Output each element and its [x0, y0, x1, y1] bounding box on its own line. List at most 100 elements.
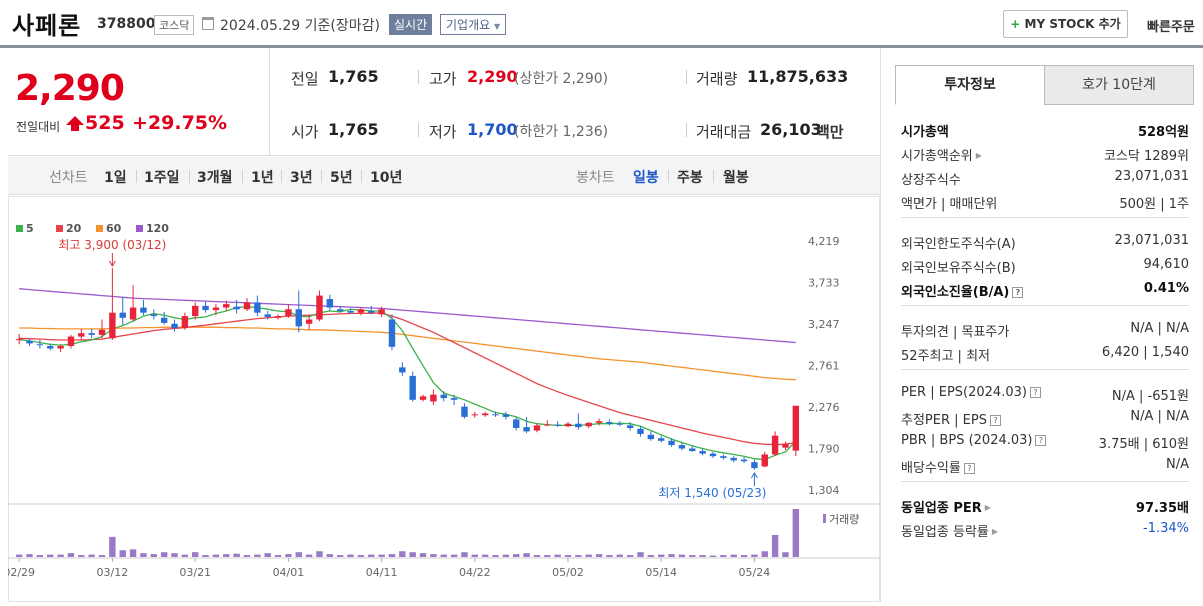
x-tick-label: 05/24: [739, 566, 771, 579]
candle-body: [668, 440, 675, 446]
x-tick-label: 03/12: [97, 566, 129, 579]
my-stock-add-button[interactable]: + MY STOCK 추가: [1003, 10, 1128, 38]
volume-legend-label: 거래량: [829, 513, 859, 526]
prev-close-value: 1,765: [328, 67, 379, 86]
period-1y[interactable]: 1년: [251, 170, 274, 186]
volume-bar: [378, 554, 385, 557]
period-3y[interactable]: 3년: [290, 170, 313, 186]
info-row: PER | EPS(2024.03)? N/A | -651원: [901, 381, 1189, 405]
candle-body: [782, 444, 789, 448]
min-annotation: 최저 1,540 (05/23): [658, 486, 766, 500]
candle-body: [305, 319, 313, 324]
caret-right-icon[interactable]: ▶: [984, 503, 991, 512]
help-icon[interactable]: ?: [1035, 435, 1047, 446]
period-1w[interactable]: 1주일: [144, 170, 180, 186]
help-icon[interactable]: ?: [1029, 387, 1041, 398]
realtime-button[interactable]: 실시간: [389, 14, 433, 35]
volume-bar: [254, 554, 261, 557]
ma5-line: [19, 306, 797, 461]
legend-label: 120: [146, 222, 169, 235]
x-tick-label: 03/21: [179, 566, 211, 579]
tab-invest-info[interactable]: 투자정보: [895, 65, 1045, 105]
info-row: 동일업종 PER ▶ 97.35배: [901, 493, 1189, 517]
y-tick-label: 1,790: [808, 443, 840, 456]
candle-monthly[interactable]: 월봉: [723, 170, 749, 186]
volume-bar: [626, 555, 634, 557]
high-label: 고가: [429, 70, 457, 88]
volume-bar: [502, 554, 510, 557]
volume-bar: [223, 554, 230, 557]
volume-bar: [78, 555, 85, 557]
volume-bar: [171, 553, 178, 557]
candle-body: [554, 424, 561, 426]
volume-bar: [699, 555, 706, 557]
divider: [361, 170, 362, 183]
help-icon[interactable]: ?: [963, 463, 975, 474]
volume-bar: [792, 509, 800, 557]
caret-right-icon[interactable]: ▶: [975, 151, 982, 160]
period-5y[interactable]: 5년: [330, 170, 353, 186]
volume-bar: [285, 554, 292, 557]
candle-body: [689, 448, 696, 452]
period-1d[interactable]: 1일: [104, 170, 127, 186]
x-tick-label: 04/01: [273, 566, 305, 579]
volume-bar: [160, 552, 168, 557]
volume-bar: [305, 554, 313, 557]
up-arrow-icon: [66, 116, 84, 125]
candle-body: [109, 312, 116, 339]
stock-name: 사페론: [12, 12, 82, 40]
quick-order-link[interactable]: 빠른주문: [1147, 20, 1195, 35]
volume-bar: [554, 554, 561, 557]
volume-bar: [720, 555, 727, 557]
amount-unit: 백만: [816, 123, 844, 141]
volume-bar: [388, 554, 396, 557]
info-row: 액면가 | 매매단위 500원 | 1주: [901, 189, 1189, 213]
divider: [901, 369, 1189, 370]
volume-bar: [606, 555, 613, 557]
candle-weekly[interactable]: 주봉: [677, 170, 703, 186]
candle-body: [720, 456, 727, 458]
info-value: N/A: [1166, 457, 1189, 472]
volume-bar: [689, 555, 696, 557]
candle-body: [357, 309, 365, 313]
divider: [880, 48, 881, 602]
info-value: 23,071,031: [1114, 169, 1189, 184]
invest-info-panel: 시가총액 528억원 시가총액순위 ▶ 코스닥 1289위 상장주식수 23,071,031…: [895, 105, 1194, 545]
period-3m[interactable]: 3개월: [197, 170, 233, 186]
divider: [189, 170, 190, 183]
volume-bar: [637, 552, 644, 557]
ma20-line: [19, 312, 796, 446]
company-overview-dropdown[interactable]: 기업개요 ▼: [440, 14, 507, 35]
volume-bar: [513, 554, 520, 557]
chart-svg[interactable]: 4,219 3,733 3,247 2,761 2,276 1,790 1,304 02/29…: [3, 196, 880, 602]
open-label: 시가: [291, 123, 319, 141]
volume-bar: [119, 550, 126, 557]
help-icon[interactable]: ?: [989, 415, 1001, 426]
info-row: 외국인소진율(B/A)? 0.41%: [901, 277, 1189, 301]
base-date: 2024.05.29 기준(장마감): [220, 18, 380, 34]
legend-label: 5: [26, 222, 34, 235]
divider: [713, 170, 714, 183]
candle-body: [730, 457, 737, 461]
volume-bar: [129, 549, 137, 557]
stock-chart[interactable]: 4,219 3,733 3,247 2,761 2,276 1,790 1,304 02/29…: [3, 196, 880, 602]
candle-body: [461, 406, 468, 417]
volume-bar: [657, 554, 665, 557]
lower-limit: (하한가 1,236): [514, 124, 609, 140]
tab-hoga-10[interactable]: 호가 10단계: [1044, 65, 1194, 105]
x-tick-label: 04/22: [459, 566, 491, 579]
candle-body: [119, 312, 126, 318]
candle-body: [513, 419, 520, 428]
min-arrow-head: [750, 472, 758, 479]
candle-body: [771, 435, 779, 455]
amount-label: 거래대금: [696, 123, 752, 141]
info-row: 52주최고 | 최저 6,420 | 1,540: [901, 341, 1189, 365]
candle-daily[interactable]: 일봉: [633, 170, 659, 186]
candle-body: [440, 394, 447, 399]
help-icon[interactable]: ?: [1012, 287, 1024, 298]
candle-body: [347, 310, 354, 313]
volume-bar: [109, 536, 116, 557]
period-10y[interactable]: 10년: [370, 170, 403, 186]
caret-right-icon[interactable]: ▶: [991, 527, 999, 536]
divider: [321, 170, 322, 183]
